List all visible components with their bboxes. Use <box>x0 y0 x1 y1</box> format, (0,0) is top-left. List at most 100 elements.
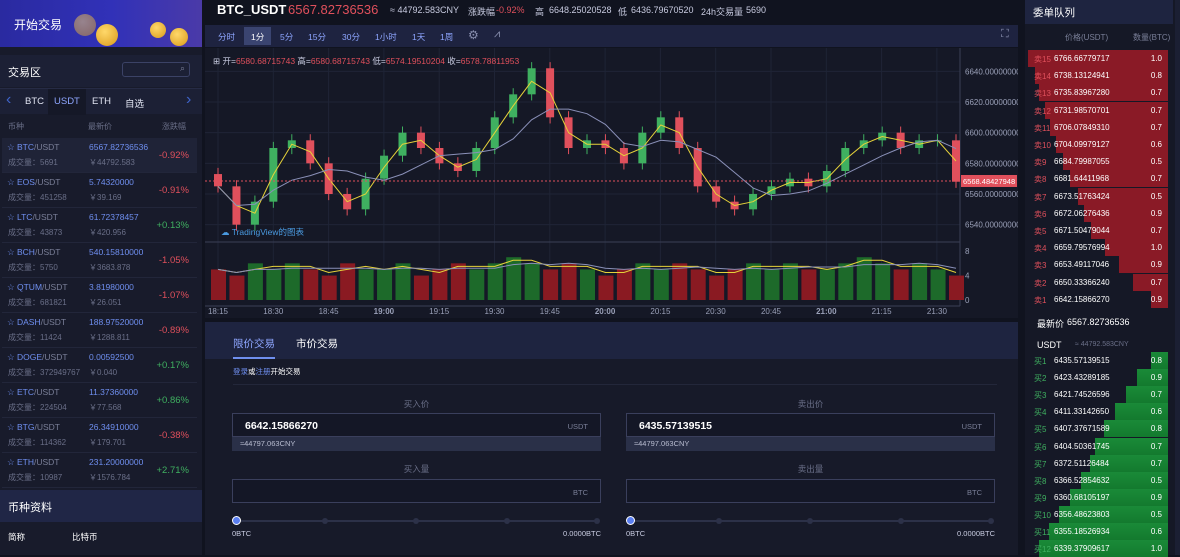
buy-amount-slider[interactable]: 0BTC 0.0000BTC <box>232 516 601 538</box>
bid-row[interactable]: 买6 6404.50361745 0.7 <box>1028 437 1168 455</box>
ask-row[interactable]: 卖4 6659.79576994 1.0 <box>1028 239 1168 257</box>
ask-depth-bar <box>1105 239 1168 257</box>
candlestick-chart[interactable]: 6640.00000000 6620.00000000 6600.00000000 6… <box>205 48 1021 318</box>
market-row[interactable]: ☆ BTC/USDT 成交量：5691 6567.82736536 ￥44792… <box>2 138 197 173</box>
bid-row[interactable]: 买3 6421.74526596 0.7 <box>1028 386 1168 404</box>
bid-row[interactable]: 买7 6372.51126484 0.7 <box>1028 454 1168 472</box>
coin-base: EOS <box>17 177 35 187</box>
market-row[interactable]: ☆ BCH/USDT 成交量：5750 540.15810000 ￥3683.8… <box>2 243 197 278</box>
interval-1h[interactable]: 1小时 <box>375 32 397 42</box>
search-icon[interactable]: ⌕ <box>179 63 185 73</box>
ask-row[interactable]: 卖8 6681.64411968 0.7 <box>1028 170 1168 188</box>
tab-favorites[interactable]: 自选 <box>125 99 145 110</box>
bid-row[interactable]: 买10 6356.48623803 0.5 <box>1028 505 1168 523</box>
interval-1m[interactable]: 1分 <box>244 27 272 45</box>
interval-30m[interactable]: 30分 <box>342 32 360 42</box>
volume-prefix: 成交量： <box>8 368 40 377</box>
favorite-star-icon[interactable]: ☆ <box>7 177 15 187</box>
ask-row[interactable]: 卖14 6738.13124941 0.8 <box>1028 67 1168 85</box>
ask-row[interactable]: 卖13 6735.83967280 0.7 <box>1028 84 1168 102</box>
start-trading-banner[interactable]: 开始交易 <box>0 0 202 47</box>
market-row[interactable]: ☆ ETH/USDT 成交量：10987 231.20000000 ￥1576.… <box>2 453 197 488</box>
ask-row[interactable]: 卖12 6731.98570701 0.7 <box>1028 101 1168 119</box>
ask-row[interactable]: 卖11 6706.07849310 0.7 <box>1028 118 1168 136</box>
volume-bar <box>838 263 854 300</box>
market-row[interactable]: ☆ BTG/USDT 成交量：114362 26.34910000 ￥179.7… <box>2 418 197 453</box>
slider-handle[interactable] <box>232 516 241 525</box>
indicators-icon[interactable]: ⩘ <box>494 28 501 40</box>
sell-amount-slider[interactable]: 0BTC 0.0000BTC <box>626 516 995 538</box>
bid-row[interactable]: 买2 6423.43289185 0.9 <box>1028 369 1168 387</box>
market-row[interactable]: ☆ EOS/USDT 成交量：451258 5.74320000 ￥39.169… <box>2 173 197 208</box>
favorite-star-icon[interactable]: ☆ <box>7 317 15 327</box>
chevron-right-icon[interactable]: › <box>186 91 192 108</box>
interval-5m[interactable]: 5分 <box>280 32 294 42</box>
favorite-star-icon[interactable]: ☆ <box>7 247 15 257</box>
market-row[interactable]: ☆ ETC/USDT 成交量：224504 11.37360000 ￥77.56… <box>2 383 197 418</box>
scrollbar[interactable] <box>1175 0 1180 555</box>
ask-row[interactable]: 卖2 6650.33366240 0.7 <box>1028 273 1168 291</box>
market-row[interactable]: ☆ DASH/USDT 成交量：11424 188.97520000 ￥1288… <box>2 313 197 348</box>
interval-time-share[interactable]: 分时 <box>218 32 236 42</box>
register-link[interactable]: 注册 <box>255 367 271 376</box>
ask-row[interactable]: 卖5 6671.50479044 0.7 <box>1028 222 1168 239</box>
tab-usdt[interactable]: USDT <box>48 89 86 115</box>
ask-qty: 0.5 <box>1150 191 1162 201</box>
ask-row[interactable]: 卖9 6684.79987055 0.5 <box>1028 153 1168 171</box>
interval-1w[interactable]: 1周 <box>440 32 454 42</box>
bid-qty: 0.8 <box>1150 356 1162 365</box>
buy-amount-input[interactable]: BTC <box>232 479 601 503</box>
bid-depth-bar <box>1103 420 1168 438</box>
market-row[interactable]: ☆ DOGE/USDT 成交量：372949767 0.00592500 ￥0.… <box>2 348 197 383</box>
bid-row[interactable]: 买11 6355.18526934 0.6 <box>1028 523 1168 540</box>
buy-price-input[interactable]: 6642.15866270 USDT <box>232 413 601 437</box>
bid-row[interactable]: 买4 6411.33142650 0.6 <box>1028 403 1168 421</box>
slider-handle[interactable] <box>626 516 635 525</box>
ask-row[interactable]: 卖3 6653.49117046 0.9 <box>1028 256 1168 274</box>
ask-row[interactable]: 卖15 6766.66779717 1.0 <box>1028 50 1168 67</box>
bid-row[interactable]: 买1 6435.57139515 0.8 <box>1028 352 1168 369</box>
bid-row[interactable]: 买5 6407.37671589 0.8 <box>1028 420 1168 438</box>
legend-toggle-icon[interactable]: ⊞ <box>213 56 223 66</box>
chevron-left-icon[interactable]: ‹ <box>6 91 12 108</box>
sell-price-input[interactable]: 6435.57139515 USDT <box>626 413 995 437</box>
tab-market-order[interactable]: 市价交易 <box>296 338 338 350</box>
tab-eth[interactable]: ETH <box>92 96 111 107</box>
ask-row[interactable]: 卖7 6673.51763424 0.5 <box>1028 187 1168 205</box>
favorite-star-icon[interactable]: ☆ <box>7 142 15 152</box>
ask-price: 6738.13124941 <box>1054 71 1110 81</box>
favorite-star-icon[interactable]: ☆ <box>7 282 15 292</box>
ask-price: 6706.07849310 <box>1054 122 1110 132</box>
favorite-star-icon[interactable]: ☆ <box>7 422 15 432</box>
ask-row[interactable]: 卖6 6672.06276436 0.9 <box>1028 204 1168 222</box>
volume-bar <box>930 269 946 300</box>
ask-price: 6659.79576994 <box>1054 243 1110 253</box>
coin-price: 26.34910000 <box>89 422 139 432</box>
bid-index: 买11 <box>1034 528 1051 537</box>
sell-amount-input[interactable]: BTC <box>626 479 995 503</box>
price-chart[interactable]: 6640.00000000 6620.00000000 6600.00000000 6… <box>205 48 1021 318</box>
login-link[interactable]: 登录 <box>233 367 248 376</box>
fullscreen-icon[interactable]: ⛶ <box>1001 28 1009 40</box>
favorite-star-icon[interactable]: ☆ <box>7 457 15 467</box>
ask-row[interactable]: 卖10 6704.09979127 0.6 <box>1028 136 1168 153</box>
favorite-star-icon[interactable]: ☆ <box>7 352 15 362</box>
favorite-star-icon[interactable]: ☆ <box>7 387 15 397</box>
market-row[interactable]: ☆ LTC/USDT 成交量：43873 61.72378457 ￥420.95… <box>2 208 197 243</box>
market-row[interactable]: ☆ QTUM/USDT 成交量：681821 3.81980000 ￥26.05… <box>2 278 197 313</box>
tab-limit-order[interactable]: 限价交易 <box>233 336 275 359</box>
ask-qty: 0.7 <box>1150 174 1162 184</box>
ask-row[interactable]: 卖1 6642.15866270 0.9 <box>1028 290 1168 308</box>
market-search-input[interactable]: ⌕ <box>122 62 190 77</box>
favorite-star-icon[interactable]: ☆ <box>7 212 15 222</box>
volume-tick-label: 4 <box>965 272 970 281</box>
gear-icon[interactable]: ⚙ <box>468 28 479 42</box>
interval-1d[interactable]: 1天 <box>412 32 426 42</box>
bid-row[interactable]: 买12 6339.37909617 1.0 <box>1028 540 1168 557</box>
tradingview-watermark[interactable]: ☁ TradingView的图表 <box>221 226 304 238</box>
bid-row[interactable]: 买9 6360.68105197 0.9 <box>1028 488 1168 506</box>
sell-price-label: 卖出价 <box>797 399 824 409</box>
tab-btc[interactable]: BTC <box>25 96 44 107</box>
bid-row[interactable]: 买8 6366.52854632 0.5 <box>1028 471 1168 489</box>
interval-15m[interactable]: 15分 <box>308 32 326 42</box>
